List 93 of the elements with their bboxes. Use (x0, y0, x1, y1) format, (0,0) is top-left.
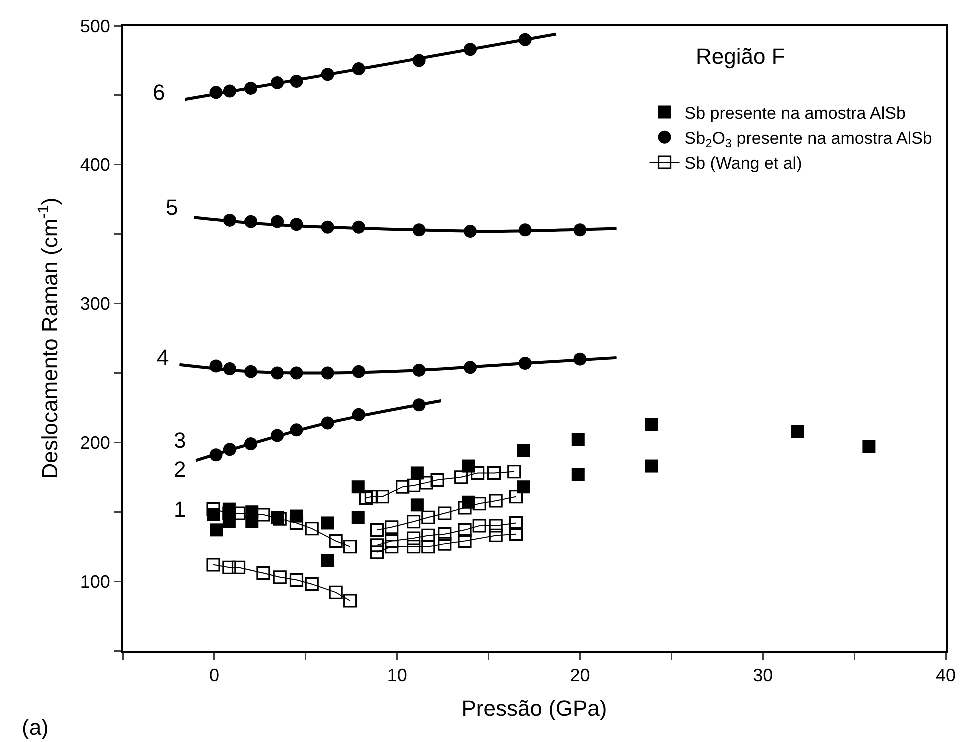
point (376, 490, 390, 504)
annotation: 6 (153, 80, 166, 105)
point (438, 506, 452, 520)
point (364, 490, 379, 504)
point (454, 470, 468, 484)
point (396, 480, 410, 494)
x-tick-label: 0 (209, 666, 220, 686)
point (458, 534, 472, 548)
point (458, 501, 472, 515)
point (385, 540, 399, 554)
point (862, 440, 876, 454)
legend-label: Sb$_{2}$O$_{3}$ presente na amostra AlSb (684, 129, 932, 151)
point (329, 586, 343, 600)
point (791, 425, 804, 438)
point (210, 524, 224, 537)
point (344, 594, 358, 608)
point (385, 534, 399, 548)
point (438, 537, 452, 551)
point (509, 528, 524, 542)
point (273, 512, 287, 526)
annotation: 1 (174, 497, 186, 522)
point (352, 480, 365, 494)
point (572, 433, 585, 446)
legend-label: Sb presente na amostra AlSb (684, 104, 906, 123)
point (290, 573, 304, 587)
y-tick-label: 200 (80, 432, 110, 453)
y-tick-label: 100 (80, 572, 110, 592)
x-tick-label: 40 (936, 666, 956, 686)
y-tick-label: 500 (80, 16, 110, 36)
annotation: 2 (174, 457, 186, 482)
x-tick-label: 10 (387, 666, 408, 686)
point (422, 540, 436, 554)
point (489, 528, 503, 543)
point (206, 558, 220, 572)
y-tick-label: 400 (80, 155, 110, 176)
point (359, 491, 374, 506)
point (232, 560, 246, 574)
point (645, 418, 658, 432)
annotation: 3 (174, 428, 186, 453)
point (406, 532, 421, 546)
point (290, 516, 304, 530)
point (487, 466, 502, 480)
point (410, 498, 424, 512)
point (385, 520, 399, 534)
point (305, 578, 319, 592)
point (472, 519, 486, 533)
annotation: Região F (696, 44, 786, 69)
point (273, 570, 287, 584)
point (471, 466, 485, 480)
point (509, 516, 524, 530)
point (517, 480, 530, 494)
x-axis-title: Pressão (GPa) (462, 696, 608, 721)
point (406, 515, 421, 529)
point (430, 473, 444, 487)
point (329, 534, 343, 548)
legend-label: Sb (Wang et al) (684, 154, 802, 174)
point (370, 538, 384, 552)
annotation: 4 (157, 345, 170, 370)
point (422, 528, 436, 543)
point (246, 515, 259, 528)
point (321, 554, 334, 568)
y-tick-label: 300 (80, 294, 110, 314)
text: (a) (22, 715, 49, 740)
point (222, 506, 236, 520)
point (509, 490, 524, 504)
point (517, 444, 530, 458)
point (305, 522, 319, 536)
point (420, 476, 434, 490)
point (458, 523, 472, 537)
point (370, 523, 384, 537)
point (406, 540, 421, 554)
point (489, 494, 503, 508)
point (422, 510, 436, 524)
point (344, 540, 358, 554)
point (410, 466, 424, 480)
point (489, 519, 503, 533)
point (572, 468, 585, 482)
point (508, 465, 522, 479)
point (206, 502, 220, 516)
point (222, 560, 236, 574)
point (438, 528, 452, 542)
point (352, 511, 365, 524)
point (256, 508, 270, 522)
point (472, 496, 486, 511)
point (256, 566, 270, 580)
x-tick-label: 30 (753, 666, 774, 686)
x-tick-label: 20 (570, 666, 590, 686)
point (645, 460, 658, 473)
point (406, 478, 421, 493)
point (321, 516, 334, 530)
line-series (194, 400, 443, 462)
annotation: 5 (166, 195, 178, 220)
point (370, 546, 384, 560)
